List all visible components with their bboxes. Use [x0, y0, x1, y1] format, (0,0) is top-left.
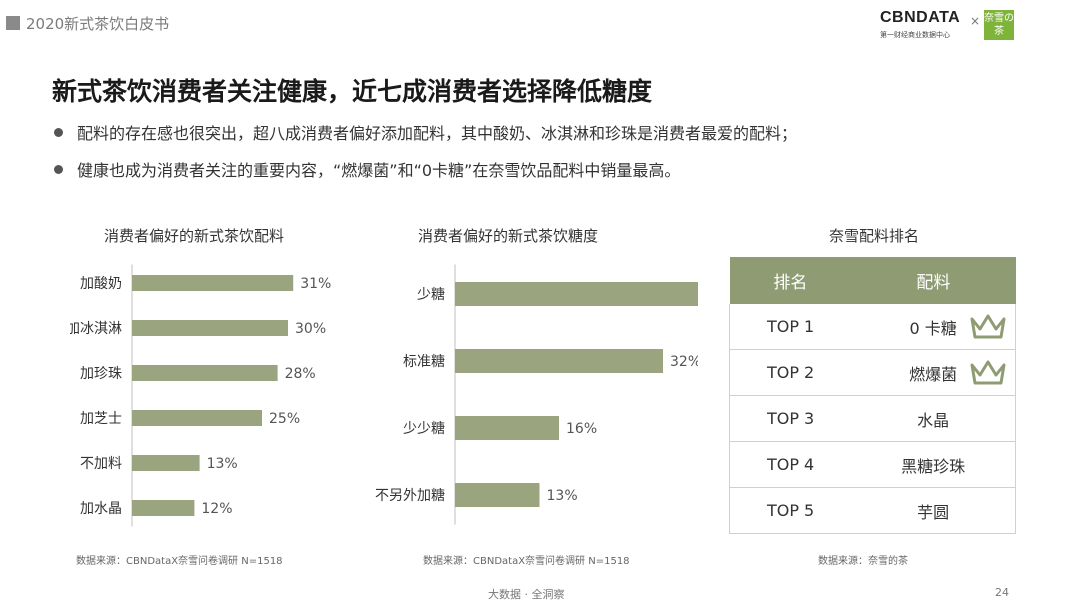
topping-cell: 水晶 — [851, 395, 1017, 442]
cross-symbol: × — [970, 14, 981, 28]
topping-cell: 芋圆 — [851, 487, 1017, 534]
bar — [132, 455, 200, 471]
category-label: 不加料 — [80, 456, 122, 472]
toppings-bar-chart: 加酸奶 31% 加冰淇淋 30% 加珍珠 28% 加芝士 25% 不加料 13% 加水晶 12% — [70, 264, 331, 527]
topping-cell: 黑糖珍珠 — [851, 441, 1017, 488]
category-label: 不另外加糖 — [375, 488, 445, 504]
table-row: TOP 5 芋圆 — [729, 487, 1017, 534]
chart-title-sweetness: 消费者偏好的新式茶饮糖度 — [418, 227, 599, 245]
value-label: 28% — [285, 366, 316, 382]
value-label: 13% — [207, 456, 238, 472]
bar — [455, 282, 698, 306]
bullet-item: 健康也成为消费者关注的重要内容，“燃爆菌”和“0卡糖”在奈雪饮品配料中销量最高。 — [54, 157, 680, 181]
chart-title-toppings: 消费者偏好的新式茶饮配料 — [104, 227, 285, 245]
bar — [132, 500, 195, 516]
brand-logo-group: CBNDATA 第一财经商业数据中心 × 奈雪の茶 — [878, 9, 1028, 43]
column-header-topping: 配料 — [851, 257, 1016, 304]
value-label: 31% — [300, 276, 331, 292]
bar — [455, 483, 540, 507]
chart-source-sweetness: 数据来源：CBNDataX奈雪问卷调研 N=1518 — [423, 556, 630, 567]
value-label: 12% — [201, 501, 232, 517]
bullet-text: 健康也成为消费者关注的重要内容，“燃爆菌”和“0卡糖”在奈雪饮品配料中销量最高。 — [77, 161, 681, 180]
cbndata-subtitle: 第一财经商业数据中心 — [880, 31, 950, 39]
category-label: 加珍珠 — [80, 366, 122, 382]
topping-name: 0 卡糖 — [909, 318, 957, 338]
category-label: 加芝士 — [80, 411, 122, 427]
table-header-row: 排名 配料 — [729, 257, 1016, 304]
table-title: 奈雪配料排名 — [829, 227, 920, 245]
value-label: 32% — [670, 354, 698, 370]
category-label: 加冰淇淋 — [70, 321, 122, 337]
table-source: 数据来源：奈雪的茶 — [818, 556, 908, 567]
bar — [132, 320, 288, 336]
bar — [132, 410, 262, 426]
nayuki-logo: 奈雪の茶 — [984, 10, 1014, 40]
cbndata-logo: CBNDATA — [880, 9, 961, 26]
table-row: TOP 3 水晶 — [729, 395, 1017, 442]
category-label: 少少糖 — [403, 421, 445, 437]
header-square-icon — [6, 16, 20, 30]
bullet-item: 配料的存在感也很突出，超八成消费者偏好添加配料，其中酸奶、冰淇淋和珍珠是消费者最… — [54, 120, 797, 144]
page-number: 24 — [995, 586, 1009, 599]
table-row: TOP 1 0 卡糖 — [729, 304, 1017, 350]
table-row: TOP 2 燃爆菌 — [729, 349, 1017, 396]
rank-cell: TOP 5 — [729, 487, 852, 534]
bar — [455, 416, 559, 440]
category-label: 标准糖 — [403, 354, 445, 370]
rank-cell: TOP 4 — [729, 441, 852, 488]
report-title: 2020新式茶饮白皮书 — [26, 15, 170, 33]
topping-cell: 0 卡糖 — [851, 304, 1017, 350]
topping-cell: 燃爆菌 — [851, 349, 1017, 396]
chart-source-toppings: 数据来源：CBNDataX奈雪问卷调研 N=1518 — [76, 556, 283, 567]
category-label: 加水晶 — [80, 501, 122, 517]
crown-icon — [970, 360, 1006, 385]
topping-name: 燃爆菌 — [909, 364, 958, 384]
category-label: 少糖 — [417, 287, 445, 303]
category-label: 加酸奶 — [80, 276, 122, 292]
rank-cell: TOP 3 — [729, 395, 852, 442]
crown-icon — [970, 314, 1006, 339]
rank-cell: TOP 1 — [729, 304, 852, 350]
ranking-table: 排名 配料 TOP 1 0 卡糖 TOP 2 燃爆菌 TOP 3 水晶 TOP … — [729, 257, 1017, 534]
bar — [132, 365, 278, 381]
value-label: 16% — [566, 421, 597, 437]
value-label: 13% — [547, 488, 578, 504]
column-header-rank: 排名 — [729, 257, 852, 304]
bullet-dot-icon — [54, 165, 63, 174]
bar — [455, 349, 663, 373]
bullet-text: 配料的存在感也很突出，超八成消费者偏好添加配料，其中酸奶、冰淇淋和珍珠是消费者最… — [77, 124, 798, 143]
bullet-dot-icon — [54, 128, 63, 137]
value-label: 30% — [295, 321, 326, 337]
rank-cell: TOP 2 — [729, 349, 852, 396]
table-row: TOP 4 黑糖珍珠 — [729, 441, 1017, 488]
footer-slogan: 大数据 · 全洞察 — [488, 588, 565, 601]
page-headline: 新式茶饮消费者关注健康，近七成消费者选择降低糖度 — [52, 77, 653, 106]
bar — [132, 275, 294, 291]
value-label: 25% — [269, 411, 300, 427]
